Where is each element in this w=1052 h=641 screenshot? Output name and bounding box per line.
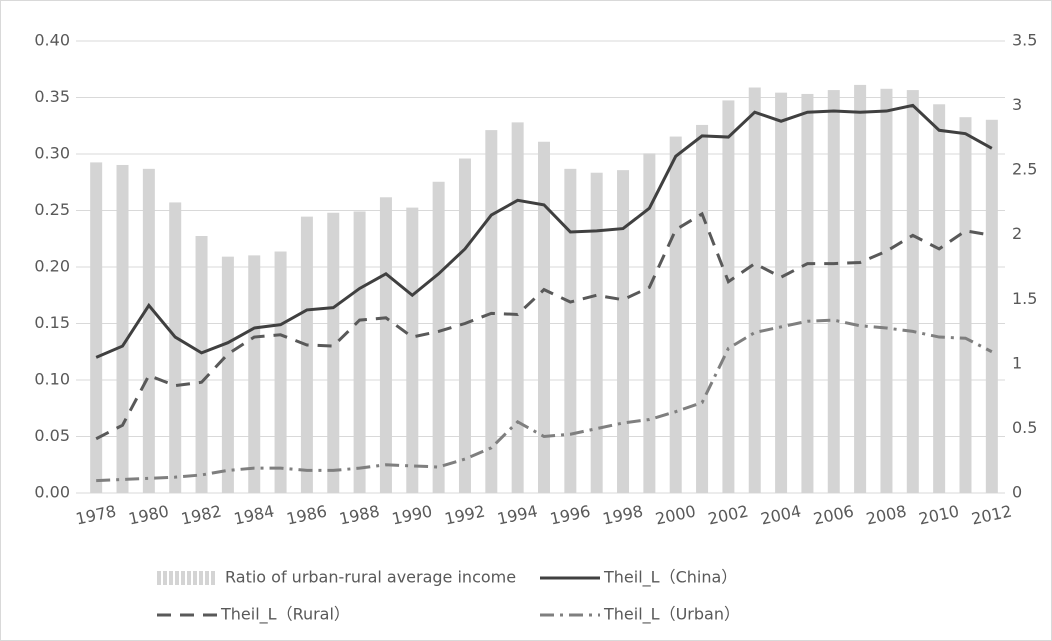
bar [959,117,972,494]
bar [221,256,234,493]
y2-tick-label: 1.5 [1012,289,1037,308]
legend-label: Theil_L（Rural） [220,605,350,625]
legend-swatch [181,571,185,585]
y2-tick-label: 0.5 [1012,418,1037,437]
y-tick-label: 0.35 [34,87,70,106]
bar [353,211,366,493]
bar [169,202,182,493]
bar [379,197,392,493]
legend-swatch [169,571,173,585]
legend-swatch [199,571,203,585]
y-tick-label: 0.10 [34,370,70,389]
bar [696,124,709,493]
bar [458,158,471,493]
y-tick-label: 0.00 [34,483,70,502]
bar [722,100,735,494]
bar [985,119,998,493]
y-tick-label: 0.40 [34,31,70,50]
bar [827,90,840,494]
legend-swatch [205,571,209,585]
y2-tick-label: 3.5 [1012,31,1037,50]
bar [906,90,919,494]
legend-label: Ratio of urban-rural average income [225,568,516,587]
y2-tick-label: 0 [1012,483,1022,502]
bar [90,162,103,493]
bar [590,172,603,493]
legend-swatch [157,571,161,585]
bar [432,181,445,493]
line [96,318,993,483]
legend-label: Theil_L（China） [603,568,737,588]
legend-swatch [175,571,179,585]
line [95,211,993,441]
y2-tick-label: 2 [1012,224,1022,243]
bar [748,87,761,494]
legend-swatch [187,571,191,585]
bar [300,216,313,494]
bar [643,153,656,493]
y2-tick-label: 1 [1012,353,1022,372]
bar [142,168,155,493]
bar [880,88,893,493]
bar [538,141,550,493]
bar [248,255,261,493]
bar [775,92,788,494]
bar [195,236,208,493]
y-tick-label: 0.25 [34,200,70,219]
legend-swatch [211,571,215,585]
bar [933,104,946,493]
legend-label: Theil_L（Urban） [603,605,740,625]
bar [116,164,129,493]
bar [669,136,682,493]
y-tick-label: 0.20 [34,257,70,276]
bar [274,251,287,493]
bar [511,122,524,494]
line [95,103,993,359]
y-tick-label: 0.30 [34,144,70,163]
y-tick-label: 0.05 [34,426,70,445]
bar [801,93,814,493]
legend-swatch [193,571,197,585]
y2-tick-label: 2.5 [1012,160,1037,179]
legend-swatch [163,571,167,585]
bar [406,207,419,493]
bar [485,130,498,493]
bar [564,168,577,493]
bar [854,84,867,493]
bar [617,170,630,493]
y-tick-label: 0.15 [34,313,70,332]
bar [327,212,340,493]
y2-tick-label: 3 [1012,95,1022,114]
